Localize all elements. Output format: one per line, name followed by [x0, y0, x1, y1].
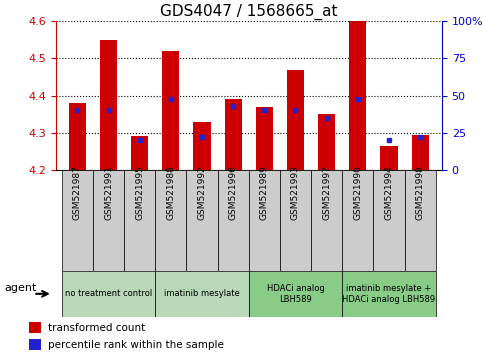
Bar [287, 70, 304, 170]
Bar [381, 146, 398, 170]
Text: agent: agent [4, 283, 37, 293]
Bar [62, 170, 93, 271]
Bar [155, 170, 186, 271]
Text: no treatment control: no treatment control [65, 289, 152, 298]
Bar [124, 170, 155, 271]
Bar [29, 322, 41, 333]
Bar [217, 170, 249, 271]
Bar [342, 170, 373, 271]
Text: GSM521992: GSM521992 [198, 166, 207, 220]
Bar [373, 170, 405, 271]
Bar [280, 170, 311, 271]
Bar [249, 170, 280, 271]
Text: imatinib mesylate: imatinib mesylate [164, 289, 240, 298]
Bar [62, 271, 155, 317]
Text: transformed count: transformed count [48, 323, 145, 333]
Bar [155, 271, 249, 317]
Text: GSM521998: GSM521998 [416, 165, 425, 220]
Text: GSM521997: GSM521997 [322, 165, 331, 220]
Text: GSM521994: GSM521994 [384, 166, 394, 220]
Bar [412, 135, 429, 170]
Bar [342, 271, 436, 317]
Text: GSM521995: GSM521995 [135, 165, 144, 220]
Bar [93, 170, 124, 271]
Text: imatinib mesylate +
HDACi analog LBH589: imatinib mesylate + HDACi analog LBH589 [342, 284, 436, 303]
Bar [249, 271, 342, 317]
Text: GSM521993: GSM521993 [291, 165, 300, 220]
Text: GSM521988: GSM521988 [166, 165, 175, 220]
Bar [349, 21, 367, 170]
Bar [100, 40, 117, 170]
Bar [186, 170, 217, 271]
Text: HDACi analog
LBH589: HDACi analog LBH589 [267, 284, 325, 303]
Bar [29, 339, 41, 350]
Text: GSM521989: GSM521989 [260, 165, 269, 220]
Bar [311, 170, 342, 271]
Bar [69, 103, 86, 170]
Bar [131, 137, 148, 170]
Title: GDS4047 / 1568665_at: GDS4047 / 1568665_at [160, 4, 338, 20]
Bar [162, 51, 179, 170]
Bar [225, 99, 242, 170]
Text: GSM521990: GSM521990 [353, 165, 362, 220]
Text: GSM521987: GSM521987 [73, 165, 82, 220]
Bar [256, 107, 273, 170]
Text: GSM521996: GSM521996 [228, 165, 238, 220]
Bar [193, 122, 211, 170]
Text: GSM521991: GSM521991 [104, 165, 113, 220]
Bar [405, 170, 436, 271]
Bar [318, 114, 335, 170]
Text: percentile rank within the sample: percentile rank within the sample [48, 340, 224, 350]
